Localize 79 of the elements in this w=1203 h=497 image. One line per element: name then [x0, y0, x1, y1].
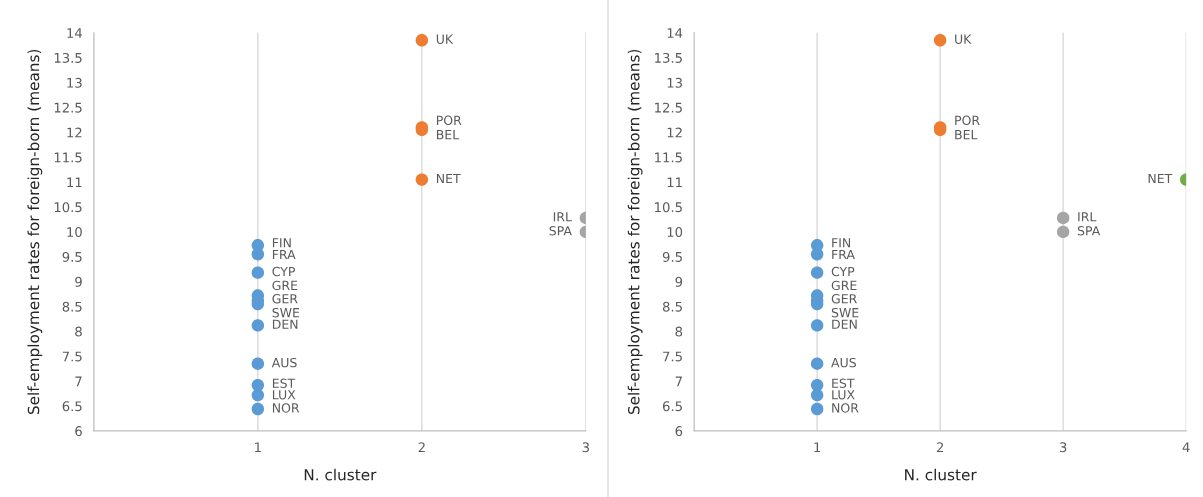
annotation: EST: [832, 378, 855, 389]
x-tick-label: 1: [255, 442, 261, 453]
annotation: LUX: [272, 390, 296, 400]
annotation: SWE: [831, 307, 859, 318]
annotation: GRE: [831, 280, 857, 291]
annotation: POR: [955, 115, 980, 126]
annotation: POR: [436, 115, 462, 126]
annotation: DEN: [832, 319, 857, 329]
x-tick-label: 4: [1182, 442, 1190, 453]
y-tick-label: 10.5: [54, 202, 82, 213]
y-tick-label: 8.5: [662, 301, 682, 312]
y-tick-label: 8: [75, 326, 82, 337]
y-tick-label: 9.5: [662, 251, 682, 262]
x-axis-title: N. cluster: [304, 468, 377, 481]
y-tick-label: 10.5: [655, 202, 682, 213]
y-tick-label: 9: [675, 276, 683, 287]
annotation: FRA: [272, 250, 296, 260]
y-tick-label: 8.5: [62, 301, 82, 312]
y-tick-label: 11: [667, 177, 682, 188]
annotation: DEN: [272, 319, 298, 329]
y-tick-label: 7: [675, 376, 682, 387]
annotation: FRA: [832, 250, 855, 260]
annotation: IRL: [1078, 212, 1097, 222]
annotation: FIN: [272, 238, 291, 248]
y-tick-label: 13: [67, 77, 82, 88]
annotation: UK: [436, 34, 454, 44]
y-tick-label: 11.5: [655, 152, 682, 163]
x-tick-label: 1: [814, 442, 821, 453]
annotation: NET: [436, 173, 461, 184]
annotation: NOR: [832, 403, 859, 413]
annotation: NET: [1148, 173, 1173, 184]
y-tick-label: 6: [675, 426, 683, 437]
y-tick-label: 10: [667, 227, 683, 238]
y-tick-label: 6.5: [662, 401, 682, 412]
annotation: FIN: [832, 238, 851, 248]
x-axis-title: N. cluster: [905, 468, 977, 481]
y-tick-label: 7.5: [62, 351, 82, 362]
annotation: BEL: [436, 130, 460, 140]
y-tick-label: 9.5: [62, 251, 82, 262]
x-tick-label: 3: [1059, 442, 1067, 453]
y-tick-label: 12.5: [655, 102, 682, 113]
y-tick-label: 10: [67, 227, 82, 238]
y-tick-label: 13.5: [54, 52, 82, 63]
annotation: UK: [955, 34, 972, 44]
annotation: BEL: [955, 130, 978, 140]
y-tick-label: 13: [667, 77, 682, 88]
annotation: NOR: [272, 403, 300, 413]
y-tick-label: 12: [67, 127, 82, 138]
x-tick-label: 2: [936, 442, 944, 453]
y-tick-label: 11: [67, 177, 82, 188]
y-tick-label: 14: [67, 28, 82, 38]
y-tick-label: 11.5: [54, 152, 82, 163]
y-tick-label: 14: [667, 28, 683, 38]
annotation: CYP: [831, 266, 855, 277]
y-tick-label: 13.5: [655, 52, 682, 63]
annotation: AUS: [831, 357, 856, 368]
annotation: GRE: [272, 280, 298, 291]
annotation: SWE: [272, 307, 300, 318]
x-tick-label: 3: [582, 442, 589, 453]
annotation: EST: [272, 378, 296, 389]
y-tick-label: 12.5: [54, 102, 82, 113]
annotation: AUS: [271, 357, 297, 368]
y-tick-label: 6: [75, 426, 82, 437]
annotation: SPA: [1077, 226, 1101, 236]
y-tick-label: 7: [75, 376, 82, 387]
y-tick-label: 12: [667, 127, 682, 138]
y-tick-label: 7.5: [663, 351, 682, 362]
y-tick-label: 6.5: [62, 401, 82, 412]
x-tick-label: 2: [418, 442, 425, 453]
y-tick-label: 9: [75, 276, 82, 287]
y-tick-label: 8: [675, 326, 683, 337]
y-axis-title: Self-employment rates for foreign-born (means): [627, 49, 643, 415]
annotation: IRL: [553, 212, 572, 222]
annotation: GER: [831, 294, 857, 304]
annotation: GER: [272, 294, 298, 304]
annotation: LUX: [832, 390, 855, 400]
annotation: SPA: [549, 226, 572, 236]
y-axis-title: Self-employment rates for foreign-born (means): [27, 49, 43, 415]
annotation: CYP: [272, 266, 295, 277]
